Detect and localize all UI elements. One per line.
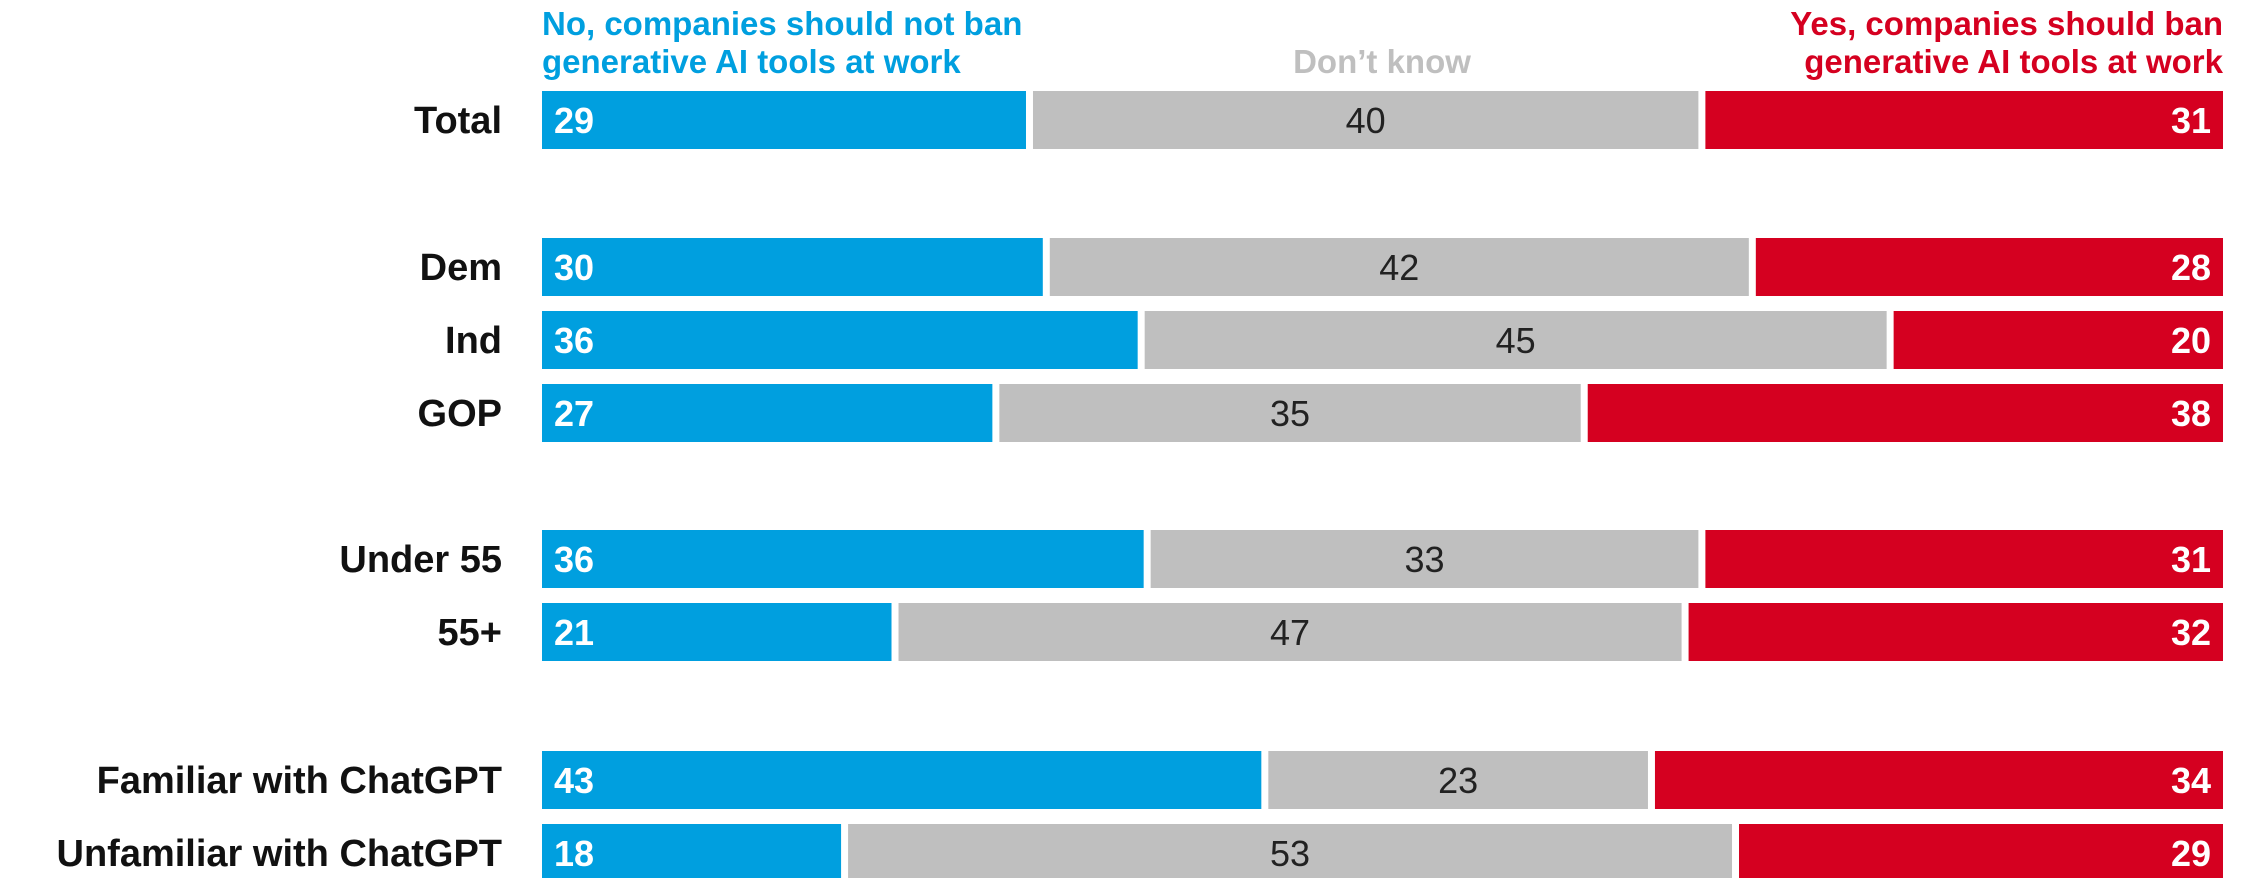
bar-unfamiliar-with-chatgpt-yes	[1739, 824, 2223, 878]
value-label-familiar-with-chatgpt-dont-know: 23	[1438, 760, 1478, 801]
bar-under-55-yes	[1705, 530, 2223, 588]
bar-dem-yes	[1755, 238, 2223, 296]
bar-familiar-with-chatgpt-no	[542, 751, 1262, 809]
legend-entry-no-line-2: generative AI tools at work	[542, 43, 961, 80]
bar-ind-yes	[1893, 311, 2223, 369]
value-label-55-no: 21	[554, 612, 594, 653]
row-label-total: Total	[414, 100, 502, 142]
value-label-total-yes: 31	[2171, 100, 2211, 141]
legend-entry-yes-line-2: generative AI tools at work	[1804, 43, 2223, 80]
bar-gop-no	[542, 384, 993, 442]
bar-55-yes	[1688, 603, 2223, 661]
bar-gop-yes	[1587, 384, 2223, 442]
value-label-dem-no: 30	[554, 247, 594, 288]
bar-under-55-dont-know	[1150, 530, 1699, 588]
bar-unfamiliar-with-chatgpt-dont-know	[848, 824, 1733, 878]
row-labels: Total Dem Ind GOP Under 55 55+ Familiar with C…	[57, 100, 502, 875]
value-label-gop-no: 27	[554, 393, 594, 434]
bar-total-no	[542, 91, 1026, 149]
value-label-unfamiliar-with-chatgpt-dont-know: 53	[1270, 833, 1310, 874]
bar-55-no	[542, 603, 892, 661]
value-label-ind-no: 36	[554, 320, 594, 361]
value-label-dem-yes: 28	[2171, 247, 2211, 288]
bar-55-dont-know	[898, 603, 1682, 661]
row-label-under-55: Under 55	[339, 539, 502, 581]
value-label-dem-dont-know: 42	[1379, 247, 1419, 288]
value-label-familiar-with-chatgpt-yes: 34	[2171, 760, 2211, 801]
legend-entry-yes-line-1: Yes, companies should ban	[1790, 5, 2223, 42]
bar-ind-no	[542, 311, 1138, 369]
value-label-under-55-no: 36	[554, 539, 594, 580]
value-label-familiar-with-chatgpt-no: 43	[554, 760, 594, 801]
value-labels: 29 40 31 30 42 28 36 45 20 27 35 38 36 33 31 21 47 32 43 23…	[554, 100, 2211, 874]
bar-dem-no	[542, 238, 1043, 296]
row-label-dem: Dem	[420, 247, 502, 289]
value-label-under-55-dont-know: 33	[1404, 539, 1444, 580]
bar-familiar-with-chatgpt-dont-know	[1268, 751, 1648, 809]
value-label-total-dont-know: 40	[1346, 100, 1386, 141]
bar-gop-dont-know	[999, 384, 1581, 442]
bar-familiar-with-chatgpt-yes	[1654, 751, 2223, 809]
bar-ind-dont-know	[1144, 311, 1887, 369]
value-label-unfamiliar-with-chatgpt-yes: 29	[2171, 833, 2211, 874]
legend-entry-no-line-1: No, companies should not ban	[542, 5, 1022, 42]
value-label-55-yes: 32	[2171, 612, 2211, 653]
bar-total-dont-know	[1032, 91, 1699, 149]
row-label-unfamiliar-with-chatgpt: Unfamiliar with ChatGPT	[57, 833, 502, 875]
bar-dem-dont-know	[1049, 238, 1749, 296]
bar-unfamiliar-with-chatgpt-no	[542, 824, 842, 878]
value-label-total-no: 29	[554, 100, 594, 141]
value-label-ind-yes: 20	[2171, 320, 2211, 361]
row-label-familiar-with-chatgpt: Familiar with ChatGPT	[97, 760, 502, 802]
value-label-unfamiliar-with-chatgpt-no: 18	[554, 833, 594, 874]
bars	[542, 91, 2223, 878]
row-label-ind: Ind	[445, 320, 502, 362]
value-label-ind-dont-know: 45	[1496, 320, 1536, 361]
value-label-gop-yes: 38	[2171, 393, 2211, 434]
value-label-55-dont-know: 47	[1270, 612, 1310, 653]
legend-entry-dont-know-line-1: Don’t know	[1293, 43, 1471, 80]
bar-total-yes	[1705, 91, 2223, 149]
value-label-under-55-yes: 31	[2171, 539, 2211, 580]
row-label-55: 55+	[438, 612, 502, 654]
row-label-gop: GOP	[418, 393, 502, 435]
value-label-gop-dont-know: 35	[1270, 393, 1310, 434]
bar-under-55-no	[542, 530, 1144, 588]
